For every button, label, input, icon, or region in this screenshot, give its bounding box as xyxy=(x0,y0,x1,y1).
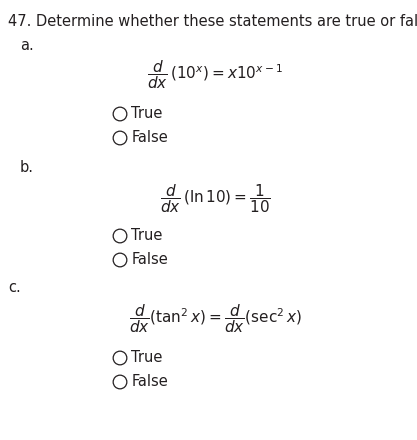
Point xyxy=(117,135,123,142)
Point xyxy=(117,232,123,239)
Text: $\dfrac{d}{dx}\,(10^x) = x10^{x-1}$: $\dfrac{d}{dx}\,(10^x) = x10^{x-1}$ xyxy=(147,58,283,91)
Text: 47. Determine whether these statements are true or false.: 47. Determine whether these statements a… xyxy=(8,14,417,29)
Text: False: False xyxy=(131,131,168,146)
Text: True: True xyxy=(131,351,163,366)
Point xyxy=(117,378,123,385)
Text: c.: c. xyxy=(8,280,21,295)
Text: a.: a. xyxy=(20,38,34,53)
Text: b.: b. xyxy=(20,160,34,175)
Point xyxy=(117,355,123,362)
Text: True: True xyxy=(131,228,163,243)
Point xyxy=(117,110,123,117)
Text: False: False xyxy=(131,374,168,389)
Text: False: False xyxy=(131,253,168,268)
Text: $\dfrac{d}{dx}\,(\ln 10) = \dfrac{1}{10}$: $\dfrac{d}{dx}\,(\ln 10) = \dfrac{1}{10}… xyxy=(160,182,271,215)
Text: True: True xyxy=(131,106,163,121)
Point xyxy=(117,257,123,264)
Text: $\dfrac{d}{dx}(\tan^2 x) = \dfrac{d}{dx}(\sec^2 x)$: $\dfrac{d}{dx}(\tan^2 x) = \dfrac{d}{dx}… xyxy=(128,302,301,335)
